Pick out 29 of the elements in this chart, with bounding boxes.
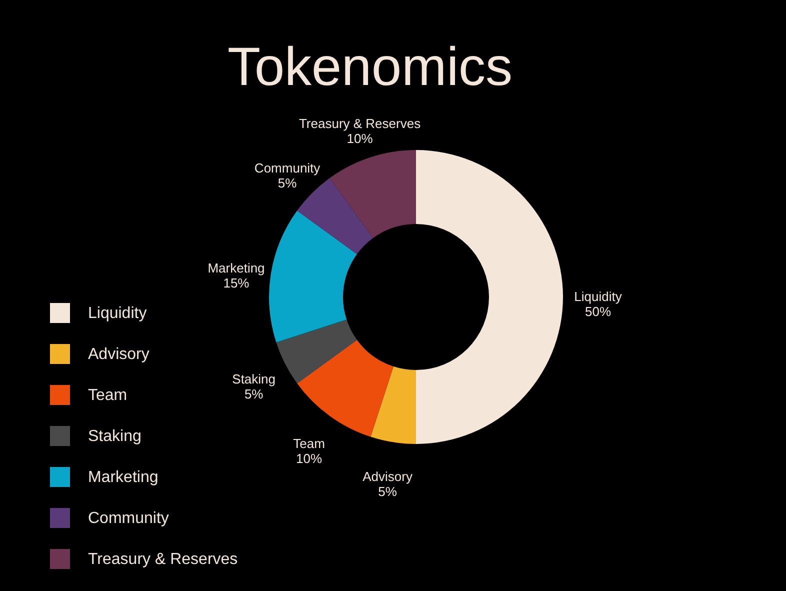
slice-label: Liquidity [574,289,622,304]
data-label: 5% [244,386,264,402]
legend-label: Community [88,510,169,527]
donut-slice [416,150,563,444]
data-label: 50% [584,304,612,319]
donut-slice [297,340,394,437]
data-label: 5% [378,484,398,499]
slice-label: Treasury & Reserves [298,116,422,131]
data-label: 5% [278,175,298,190]
legend-label: Advisory [88,346,150,363]
donut-slice [269,210,357,342]
donut-slice [297,178,374,254]
slice-label: Community [254,160,321,176]
legend-label: Liquidity [88,305,147,322]
slice-label: Advisory [362,468,413,484]
data-label: 15% [223,276,250,291]
legend-label: Team [88,387,128,404]
slice-label: Marketing [208,260,265,276]
donut-slice [276,320,357,384]
donut-slice [330,150,416,238]
chart-title: Tokenomics [227,37,513,97]
slice-label: Team [293,436,325,452]
slice-label: Staking [232,372,276,387]
data-label: 10% [346,130,374,146]
legend-label: Marketing [88,469,158,486]
donut-slice [370,366,416,444]
legend-label: Staking [88,428,142,445]
data-label: 10% [296,451,322,466]
legend-label: Treasury & Reserves [88,551,238,568]
